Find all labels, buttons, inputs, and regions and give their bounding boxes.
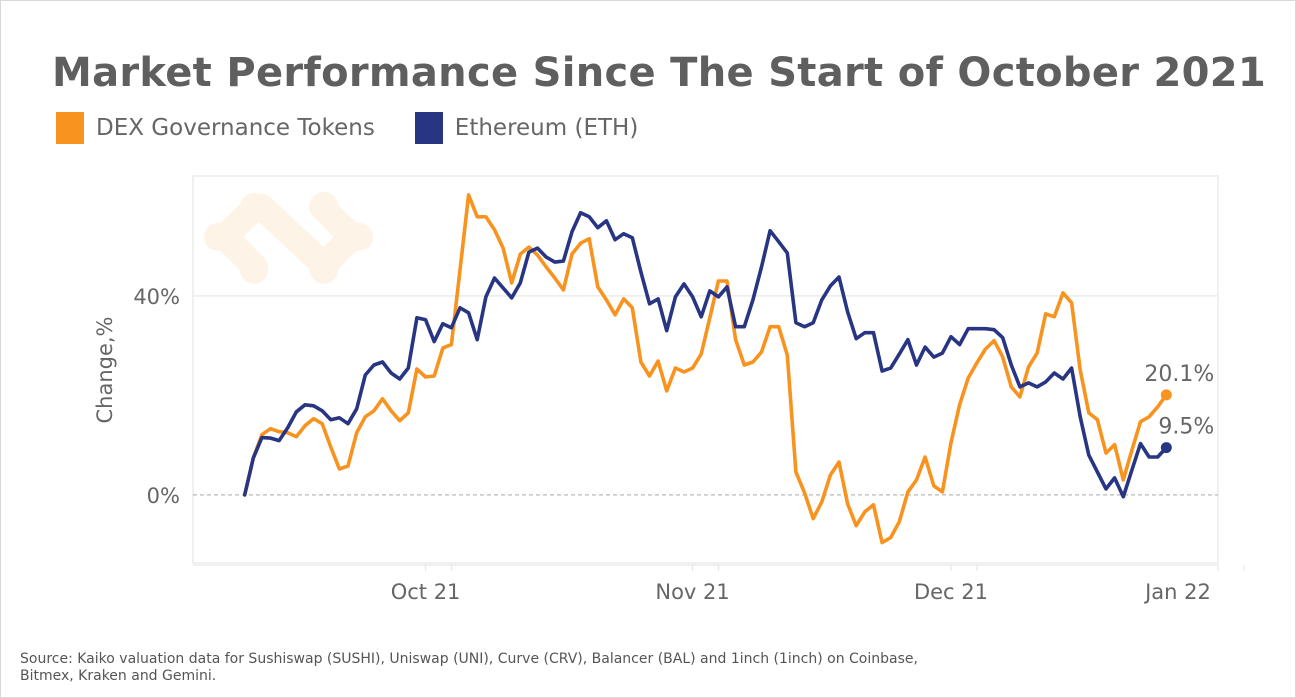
legend-label-eth: Ethereum (ETH) xyxy=(454,115,639,141)
series-line-eth xyxy=(242,211,1169,499)
legend-label-dex: DEX Governance Tokens xyxy=(96,115,375,141)
legend-swatch-dex xyxy=(56,112,84,144)
x-tick-label: Dec 21 xyxy=(914,580,988,604)
source-note: Source: Kaiko valuation data for Sushisw… xyxy=(20,651,918,684)
chart-title: Market Performance Since The Start of Oc… xyxy=(52,50,1267,96)
legend-item-eth: Ethereum (ETH) xyxy=(414,112,639,144)
end-marker xyxy=(1160,389,1172,401)
legend-swatch-eth xyxy=(414,112,443,144)
legend: DEX Governance Tokens Ethereum (ETH) xyxy=(56,112,678,144)
x-tick-label: Nov 21 xyxy=(655,580,729,604)
end-value-label: 20.1% xyxy=(1144,362,1214,387)
series-line-dex xyxy=(242,193,1169,545)
x-tick-label: Jan 22 xyxy=(1143,580,1211,604)
end-marker xyxy=(1160,442,1172,454)
kaiko-logo-icon xyxy=(204,192,373,284)
y-tick-label: 0% xyxy=(147,484,180,508)
end-value-label: 9.5% xyxy=(1158,415,1214,440)
plot-area xyxy=(192,175,1219,564)
y-tick-label: 40% xyxy=(133,285,180,309)
legend-item-dex: DEX Governance Tokens xyxy=(56,112,375,144)
y-axis-label: Change,% xyxy=(93,316,117,423)
x-tick-label: Oct 21 xyxy=(391,580,461,604)
